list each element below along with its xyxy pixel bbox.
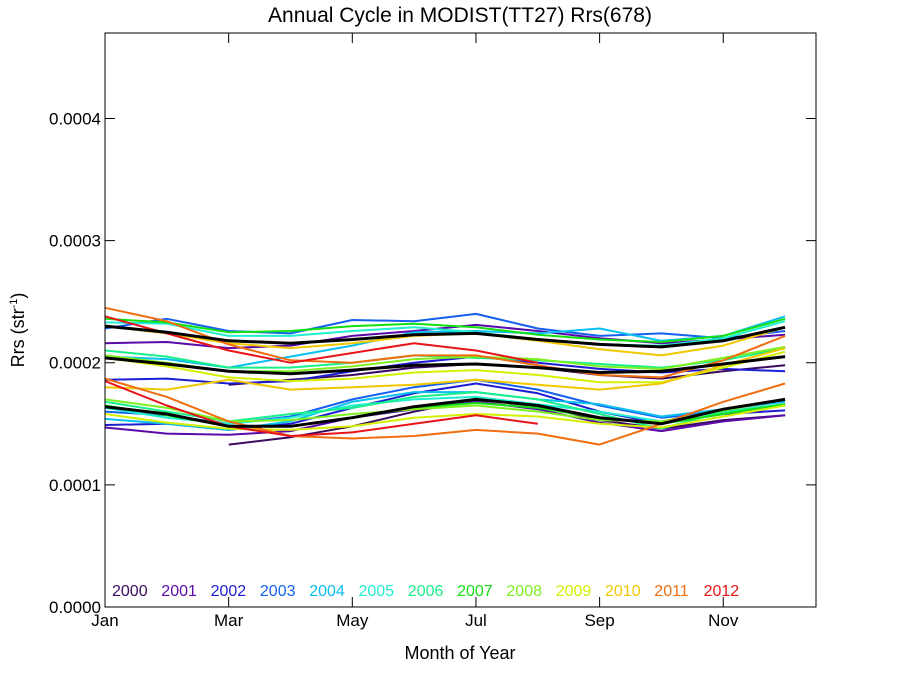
- x-tick-label: Mar: [214, 611, 244, 630]
- legend: 2000 2001 2002 2003 2004 2005 2006 2007 2008 2009…: [112, 583, 739, 600]
- series-2004-line-2: [104, 391, 786, 431]
- y-axis-label-end: ): [8, 293, 28, 299]
- climatology-line-2: [104, 355, 786, 376]
- y-axis-label: Rrs (str-1): [8, 293, 28, 368]
- x-tick-label: Jan: [91, 611, 118, 630]
- y-axis-label-base: Rrs (str: [8, 308, 28, 367]
- climatology-line-1: [104, 324, 786, 349]
- plot-frame: [104, 32, 817, 608]
- chart-title: Annual Cycle in MODIST(TT27) Rrs(678): [268, 4, 652, 27]
- legend-entry-2001: 2001: [161, 583, 197, 600]
- series-2009-line-2: [104, 404, 786, 431]
- y-tick-label: 0.0002: [49, 354, 101, 373]
- legend-entry-2002: 2002: [211, 583, 247, 600]
- legend-entry-2009: 2009: [556, 583, 592, 600]
- legend-entry-2004: 2004: [309, 583, 345, 600]
- legend-entry-2000: 2000: [112, 583, 148, 600]
- x-tick-label: Jul: [465, 611, 487, 630]
- x-tick-label: May: [336, 611, 369, 630]
- legend-entry-2003: 2003: [260, 583, 296, 600]
- legend-entry-2005: 2005: [359, 583, 395, 600]
- x-tick-label: Sep: [584, 611, 614, 630]
- y-axis-label-superscript: -1: [8, 299, 20, 309]
- y-tick-label: 0.0003: [49, 232, 101, 251]
- legend-entry-2012: 2012: [704, 583, 740, 600]
- series-2007-line-1: [104, 317, 786, 343]
- y-tick-label: 0.0004: [49, 109, 101, 128]
- series-2012-line-1: [104, 315, 538, 364]
- climatology-line-3: [104, 397, 786, 428]
- legend-entry-2007: 2007: [457, 583, 493, 600]
- series-2012-line-2: [104, 380, 538, 437]
- y-tick-label: 0.0000: [49, 598, 101, 617]
- plot-lines: [104, 306, 786, 446]
- series-2010-line-2: [104, 347, 786, 391]
- legend-entry-2010: 2010: [605, 583, 641, 600]
- series-2002-line-1: [104, 355, 786, 385]
- x-tick-label: Nov: [708, 611, 739, 630]
- legend-entry-2008: 2008: [506, 583, 542, 600]
- y-tick-label: 0.0001: [49, 476, 101, 495]
- x-axis-label: Month of Year: [404, 643, 515, 663]
- legend-entry-2011: 2011: [654, 583, 689, 600]
- series-2003-line-1: [104, 312, 786, 340]
- legend-entry-2006: 2006: [408, 583, 444, 600]
- y-axis: 0.0000 0.0001 0.0002 0.0003 0.0004: [49, 109, 816, 617]
- x-axis: Jan Mar May Jul Sep Nov: [91, 33, 739, 630]
